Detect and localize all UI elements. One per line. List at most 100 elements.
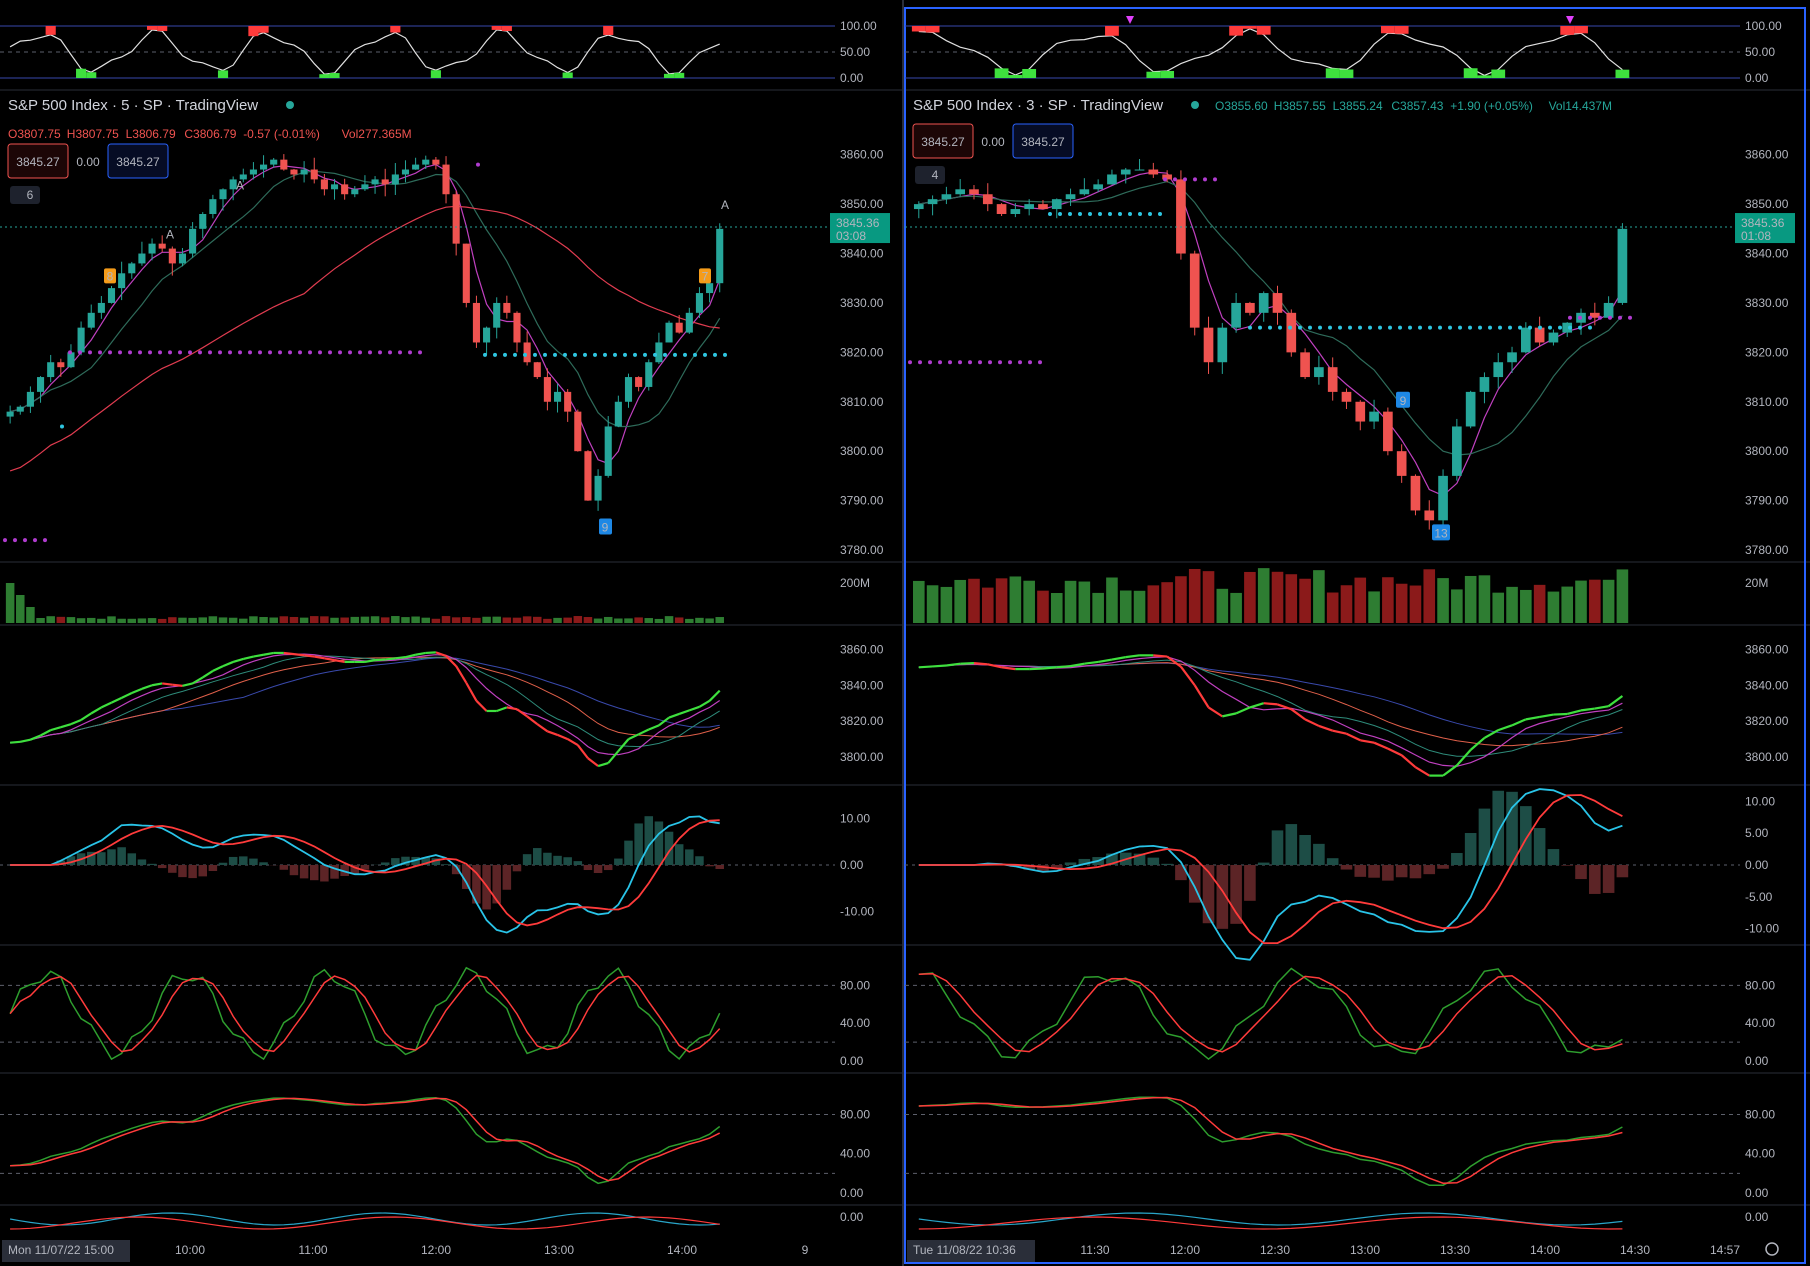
volume-bar xyxy=(5,583,15,623)
macd-histogram-bar xyxy=(1589,865,1601,894)
candle-body xyxy=(1507,352,1517,363)
volume-bar xyxy=(1119,590,1132,623)
candle-body xyxy=(1369,411,1379,422)
macd-histogram-bar xyxy=(1437,865,1449,869)
support-dot-purple xyxy=(1213,177,1217,182)
macd-histogram-bar xyxy=(1188,865,1201,903)
candle-body xyxy=(57,362,65,368)
support-dot-purple xyxy=(88,350,92,355)
ribbon-fast-line xyxy=(1525,715,1540,721)
ribbon-fast-line xyxy=(658,716,670,727)
ribbon-fast-line xyxy=(70,718,82,726)
ribbon-fast-line xyxy=(385,657,396,661)
macd-histogram-bar xyxy=(583,865,593,871)
candle-body xyxy=(381,179,389,185)
support-dot-cyan xyxy=(1348,325,1352,330)
osc2-d-line xyxy=(918,1096,1623,1184)
volume-bar xyxy=(573,616,583,623)
osc1-axis-label: 0.00 xyxy=(840,1054,864,1068)
macd-histogram-bar xyxy=(1506,791,1518,865)
volume-bar xyxy=(926,585,939,623)
candle-body xyxy=(1383,411,1393,452)
volume-bar xyxy=(1354,577,1367,623)
price-axis-label: 3830.00 xyxy=(840,296,884,310)
candle-body xyxy=(1410,475,1421,511)
support-dot-purple xyxy=(1163,177,1167,182)
volume-bar xyxy=(66,617,76,623)
support-dot-cyan xyxy=(553,352,557,357)
support-dot-cyan xyxy=(533,352,537,357)
price-axis-label: 3830.00 xyxy=(1745,296,1789,310)
volume-bar xyxy=(664,616,674,623)
volume-bar xyxy=(188,617,197,623)
support-dot-purple xyxy=(258,350,262,355)
macd-histogram-bar xyxy=(522,854,532,865)
support-dot-purple xyxy=(1018,360,1022,365)
volume-bar xyxy=(208,616,218,623)
support-dot-purple xyxy=(358,350,362,355)
support-dot-purple xyxy=(378,350,382,355)
support-dot-purple xyxy=(288,350,292,355)
candle-body xyxy=(614,401,622,427)
support-dot-cyan xyxy=(1288,325,1292,330)
candle-body xyxy=(927,199,938,205)
candle-body xyxy=(412,164,420,170)
ribbon-fast-line xyxy=(100,701,112,709)
ribbon-fast-line xyxy=(1332,729,1347,735)
volume-bar xyxy=(127,618,137,623)
support-dot-purple xyxy=(238,350,242,355)
macd-histogram-bar xyxy=(593,865,603,874)
macd-histogram-bar xyxy=(1575,865,1587,880)
ribbon-fast-line xyxy=(172,683,183,687)
ribbon-fast-line xyxy=(20,738,31,743)
support-dot-purple xyxy=(188,350,192,355)
volume-bar xyxy=(1313,570,1325,623)
ribbon-fast-line xyxy=(131,687,143,695)
candle-body xyxy=(229,179,237,190)
price-label-text: 3845.36 xyxy=(1741,216,1785,230)
ribbon-fast-line xyxy=(973,662,988,666)
time-axis-label: 13:30 xyxy=(1440,1243,1470,1257)
candle-body xyxy=(391,174,399,185)
ribbon-fast-line xyxy=(1318,724,1334,732)
macd-histogram-bar xyxy=(451,865,461,875)
volume-bar xyxy=(299,617,309,623)
candle-body xyxy=(1189,253,1200,328)
osc2-axis-label: 80.00 xyxy=(1745,1107,1775,1121)
macd-histogram-bar xyxy=(705,865,714,867)
ribbon-fast-line xyxy=(435,651,447,657)
candle-body xyxy=(138,253,146,264)
candle-body xyxy=(523,342,531,363)
candle-body xyxy=(16,406,24,412)
macd-signal-line xyxy=(918,794,1623,944)
value-box-red-text: 3845.27 xyxy=(921,135,965,149)
macd-histogram-bar xyxy=(1561,865,1574,866)
support-dot-purple xyxy=(1183,177,1187,182)
candle-body xyxy=(280,159,288,170)
macd-histogram-bar xyxy=(533,848,542,865)
ribbon-fast-line xyxy=(1553,712,1568,716)
ribbon-fast-line xyxy=(141,684,153,690)
ribbon-fast-line xyxy=(638,728,650,736)
candle-body xyxy=(77,327,85,353)
candle-body xyxy=(1065,194,1076,200)
support-dot-cyan xyxy=(523,352,527,357)
ribbon-fast-line xyxy=(192,676,204,685)
volume-bar xyxy=(259,617,268,623)
support-dot-cyan xyxy=(703,352,707,357)
macd-histogram-bar xyxy=(1161,863,1173,865)
time-badge-text: Tue 11/08/22 10:36 xyxy=(913,1243,1016,1257)
support-dot-cyan xyxy=(1548,325,1552,330)
support-dot-cyan xyxy=(1528,325,1532,330)
osc1-d-line xyxy=(918,972,1623,1053)
volume-bar xyxy=(86,617,96,623)
ribbon-fast-line xyxy=(648,724,660,731)
ribbon-fast-line xyxy=(1125,654,1140,659)
candle-body xyxy=(107,288,116,303)
volume-bar xyxy=(451,617,461,623)
support-dot-cyan xyxy=(1338,325,1342,330)
volume-bar xyxy=(157,618,167,623)
candle-body xyxy=(1272,293,1283,313)
bottom-line-red xyxy=(10,1216,720,1230)
